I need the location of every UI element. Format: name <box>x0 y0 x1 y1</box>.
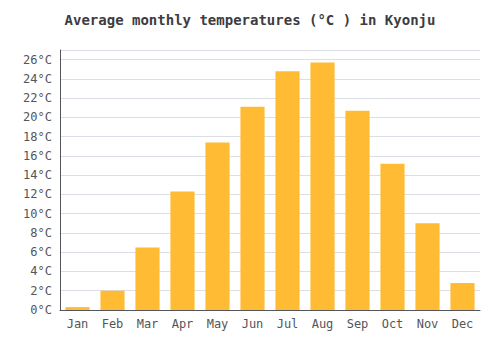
svg-text:14°C: 14°C <box>23 168 52 182</box>
svg-text:4°C: 4°C <box>30 264 52 278</box>
svg-text:20°C: 20°C <box>23 110 52 124</box>
svg-text:16°C: 16°C <box>23 149 52 163</box>
svg-text:Jul: Jul <box>277 317 299 331</box>
svg-text:8°C: 8°C <box>30 226 52 240</box>
svg-text:Jun: Jun <box>242 317 264 331</box>
svg-text:Jan: Jan <box>67 317 89 331</box>
svg-text:6°C: 6°C <box>30 245 52 259</box>
svg-text:Feb: Feb <box>102 317 124 331</box>
svg-text:26°C: 26°C <box>23 53 52 67</box>
svg-text:Apr: Apr <box>172 317 194 331</box>
svg-text:22°C: 22°C <box>23 91 52 105</box>
svg-text:12°C: 12°C <box>23 187 52 201</box>
svg-text:Sep: Sep <box>347 317 369 331</box>
svg-text:Aug: Aug <box>312 317 334 331</box>
svg-text:Nov: Nov <box>417 317 439 331</box>
svg-text:Mar: Mar <box>137 317 159 331</box>
svg-text:24°C: 24°C <box>23 72 52 86</box>
svg-text:0°C: 0°C <box>30 303 52 317</box>
svg-text:18°C: 18°C <box>23 130 52 144</box>
svg-text:May: May <box>207 317 229 331</box>
svg-text:Average monthly temperatures (: Average monthly temperatures (°C ) in Ky… <box>65 12 436 28</box>
svg-text:2°C: 2°C <box>30 284 52 298</box>
svg-text:Dec: Dec <box>452 317 474 331</box>
svg-text:10°C: 10°C <box>23 207 52 221</box>
svg-text:Oct: Oct <box>382 317 404 331</box>
